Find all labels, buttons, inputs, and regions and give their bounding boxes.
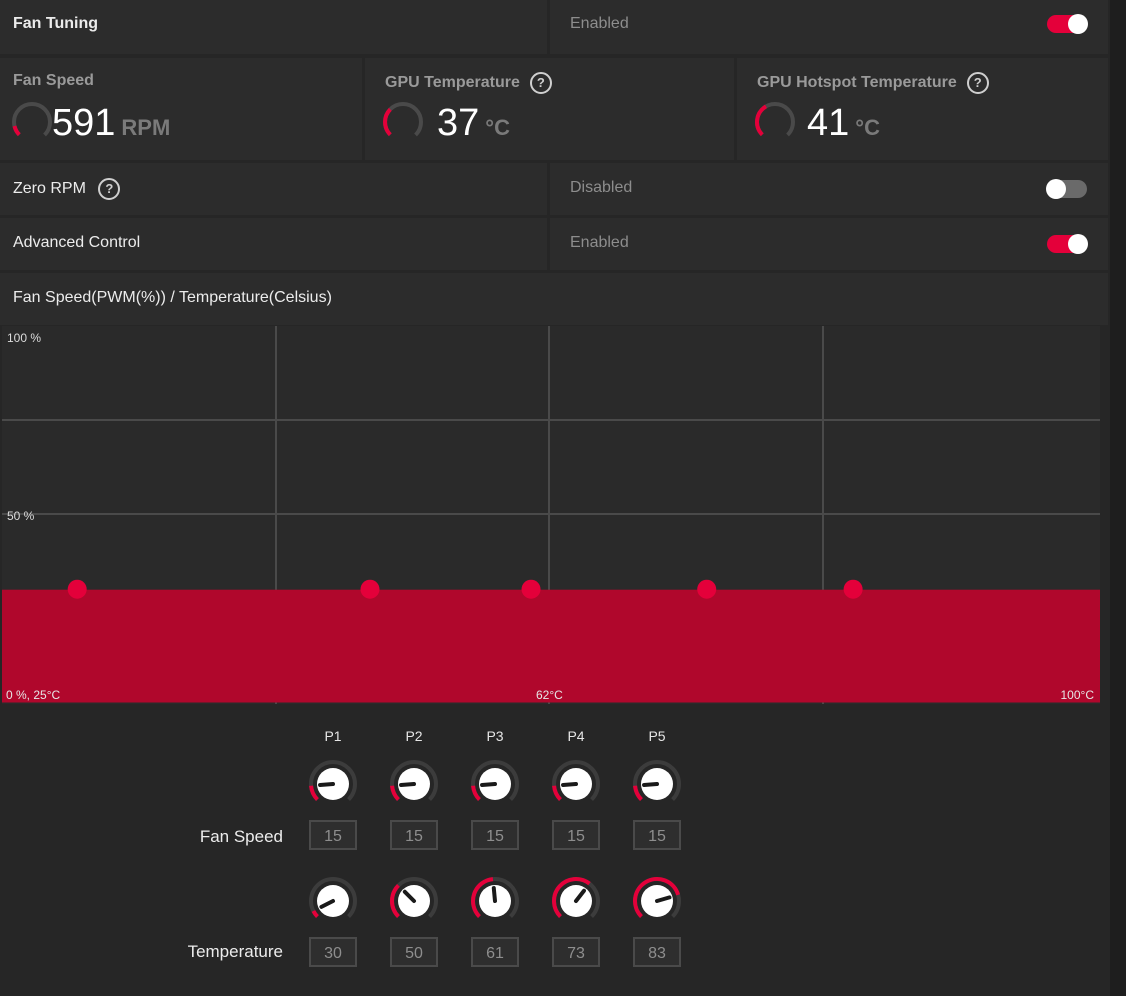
fan-speed-input-p4[interactable]: 15 — [552, 820, 600, 850]
gpu-hotspot-gauge-icon — [755, 102, 795, 142]
knob-dial-icon — [552, 877, 600, 918]
toggle-knob — [1068, 14, 1088, 34]
zero-rpm-status: Disabled — [570, 179, 633, 196]
fan-speed-input-p1[interactable]: 15 — [309, 820, 357, 850]
temperature-knob-p5[interactable] — [631, 875, 683, 927]
zero-rpm-status-cell: Disabled — [550, 163, 1108, 215]
advanced-control-status-cell: Enabled — [550, 218, 1108, 270]
point-label-p3: P3 — [486, 728, 504, 744]
fan-tuning-status: Enabled — [570, 15, 629, 32]
fan-tuning-status-cell: Enabled — [550, 0, 1108, 54]
temperature-knob-p1[interactable] — [307, 875, 359, 927]
temperature-input-p5[interactable]: 83 — [633, 937, 681, 967]
y-tick-label-50: 50 % — [7, 509, 35, 523]
temperature-knob-p3[interactable] — [469, 875, 521, 927]
temperature-input-p2[interactable]: 50 — [390, 937, 438, 967]
chart-header: Fan Speed(PWM(%)) / Temperature(Celsius) — [0, 273, 1108, 325]
point-label-p5: P5 — [648, 728, 666, 744]
curve-point-p2[interactable] — [360, 579, 380, 599]
fan-tuning-label: Fan Tuning — [13, 15, 99, 32]
temperature-knob-p4[interactable] — [550, 875, 602, 927]
help-icon[interactable]: ? — [966, 72, 989, 94]
fan-speed-input-p2[interactable]: 15 — [390, 820, 438, 850]
toggle-knob — [1046, 179, 1066, 199]
fan-tuning-toggle[interactable] — [1047, 14, 1088, 34]
gpu-hotspot-metric: GPU Hotspot Temperature? 41 °C — [737, 58, 1108, 160]
curve-point-p3[interactable] — [521, 579, 541, 599]
temperature-row-label: Temperature — [187, 942, 283, 961]
knob-dial-icon — [633, 760, 681, 801]
gpu-temperature-title: GPU Temperature — [385, 74, 520, 92]
metric-title: GPU Hotspot Temperature? — [757, 72, 989, 94]
gpu-temperature-value: 37 — [437, 102, 480, 144]
zero-rpm-row: Zero RPM ? — [0, 163, 547, 215]
metric-title: Fan Speed — [13, 72, 94, 90]
gpu-hotspot-value: 41 — [807, 102, 850, 144]
help-icon[interactable]: ? — [98, 178, 121, 200]
help-icon[interactable]: ? — [529, 72, 552, 94]
chart-title: Fan Speed(PWM(%)) / Temperature(Celsius) — [13, 289, 332, 306]
temperature-knob-p2[interactable] — [388, 875, 440, 927]
knob-dial-icon — [309, 877, 357, 918]
fan-curve-chart: 100 % 50 % 0 %, 25°C 62°C 100°C — [2, 326, 1100, 704]
zero-rpm-label: Zero RPM — [13, 180, 86, 198]
fan-speed-metric: Fan Speed 591 RPM — [0, 58, 362, 160]
fan-speed-input-p5[interactable]: 15 — [633, 820, 681, 850]
knob-dial-icon — [552, 760, 600, 801]
temperature-input-p3[interactable]: 61 — [471, 937, 519, 967]
point-label-p2: P2 — [405, 728, 423, 744]
fan-speed-unit: RPM — [121, 115, 171, 140]
fan-speed-knob-p4[interactable] — [550, 758, 602, 810]
curve-point-p5[interactable] — [843, 579, 863, 599]
curve-point-p1[interactable] — [67, 579, 87, 599]
advanced-control-label: Advanced Control — [13, 234, 141, 251]
toggle-knob — [1068, 234, 1088, 254]
metric-value: 591 RPM — [52, 102, 170, 145]
point-label-p1: P1 — [324, 728, 342, 744]
gpu-temperature-gauge-icon — [383, 102, 423, 142]
y-tick-label-100: 100 % — [7, 331, 41, 345]
fan-speed-knob-p5[interactable] — [631, 758, 683, 810]
fan-speed-row-label: Fan Speed — [199, 827, 283, 846]
knob-dial-icon — [471, 877, 519, 918]
zero-rpm-toggle[interactable] — [1046, 179, 1087, 199]
point-label-p4: P4 — [567, 728, 585, 744]
fan-speed-knob-p2[interactable] — [388, 758, 440, 810]
advanced-control-row: Advanced Control — [0, 218, 547, 270]
fan-speed-value: 591 — [52, 102, 116, 144]
fan-speed-knob-p3[interactable] — [469, 758, 521, 810]
advanced-control-status: Enabled — [570, 234, 629, 251]
knob-dial-icon — [633, 877, 681, 918]
curve-fill-area — [2, 589, 1100, 703]
zero-rpm-label-wrap: Zero RPM ? — [13, 178, 121, 200]
gpu-hotspot-title: GPU Hotspot Temperature — [757, 74, 957, 92]
fan-speed-input-p3[interactable]: 15 — [471, 820, 519, 850]
temperature-input-p1[interactable]: 30 — [309, 937, 357, 967]
gpu-hotspot-unit: °C — [855, 115, 880, 140]
curve-point-p4[interactable] — [697, 579, 717, 599]
temperature-input-p4[interactable]: 73 — [552, 937, 600, 967]
metric-value: 37 °C — [437, 102, 510, 145]
gpu-temperature-unit: °C — [485, 115, 510, 140]
x-tick-label-max: 100°C — [1061, 688, 1095, 702]
fan-speed-gauge-icon — [11, 102, 52, 142]
fan-speed-title: Fan Speed — [13, 72, 94, 89]
fan-tuning-row: Fan Tuning — [0, 0, 547, 54]
knob-dial-icon — [309, 760, 357, 801]
metric-value: 41 °C — [807, 102, 880, 145]
knob-dial-icon — [471, 760, 519, 801]
gpu-temperature-metric: GPU Temperature? 37 °C — [365, 58, 734, 160]
advanced-control-toggle[interactable] — [1047, 234, 1088, 254]
knob-dial-icon — [390, 760, 438, 801]
scrollbar-track[interactable] — [1110, 0, 1126, 996]
x-tick-label-mid: 62°C — [536, 688, 563, 702]
knob-dial-icon — [390, 877, 438, 918]
fan-speed-knob-p1[interactable] — [307, 758, 359, 810]
curve-points — [67, 579, 863, 599]
metric-title: GPU Temperature? — [385, 72, 552, 94]
x-tick-label-min: 0 %, 25°C — [6, 688, 60, 702]
